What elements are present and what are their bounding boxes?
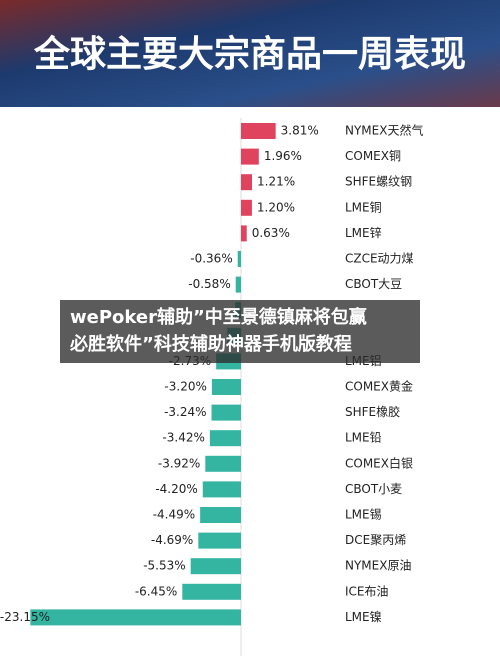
category-label: LME铜 [345,199,382,214]
header-background [0,0,500,107]
bar [241,123,276,139]
banner-line: 必胜软件”科技辅助神器手机版教程 [69,333,352,355]
header-title: 全球主要大宗商品一周表现 [33,33,466,75]
category-label: NYMEX天然气 [345,123,423,138]
category-label: LME铅 [345,431,382,445]
category-label: LME锡 [345,507,382,522]
category-label: CBOT大豆 [345,277,402,291]
category-label: COMEX黄金 [345,379,413,394]
category-label: COMEX白银 [345,455,413,470]
value-label: -3.42% [162,431,204,445]
bar [211,379,241,395]
value-label: -0.36% [190,252,232,266]
value-label: 0.63% [252,226,290,240]
category-label: ICE布油 [345,584,389,598]
value-label: 1.96% [264,149,302,163]
banner-line: wePoker辅助”中至景德镇麻将包赢 [70,306,367,328]
category-label: NYMEX原油 [345,559,411,573]
bar [182,583,241,600]
bar [205,455,241,472]
value-label: -3.24% [164,405,206,419]
bar [211,404,241,421]
bar [200,507,241,523]
category-label: CBOT小麦 [345,482,402,496]
category-label: SHFE螺纹钢 [345,175,412,189]
value-label: -4.69% [151,533,193,547]
category-label: LME锌 [345,226,382,240]
bar [198,532,241,549]
bar [190,558,241,575]
value-label: 1.20% [257,200,295,214]
bar [209,430,241,447]
value-label: -0.58% [188,277,230,291]
value-label: -4.20% [155,482,197,496]
bar [241,225,247,242]
banner [60,300,420,363]
value-label: -5.53% [143,559,185,573]
bar [241,199,252,216]
bar [235,276,241,293]
category-label: SHFE橡胶 [345,404,400,419]
category-label: DCE聚丙烯 [345,533,406,547]
category-label: LME镍 [345,610,382,624]
bar [241,148,259,165]
value-label: -6.45% [135,584,177,598]
value-label: -4.49% [153,508,195,522]
value-label: -23.15% [0,610,50,624]
category-label: COMEX铜 [345,148,401,163]
bar [237,251,241,267]
bar [30,609,242,626]
value-label: 3.81% [281,124,319,138]
value-label: -3.92% [158,456,200,470]
value-label: -3.20% [164,380,206,394]
bar [241,174,253,191]
category-label: CZCE动力煤 [345,252,414,266]
bar [202,481,241,498]
value-label: 1.21% [257,175,295,189]
